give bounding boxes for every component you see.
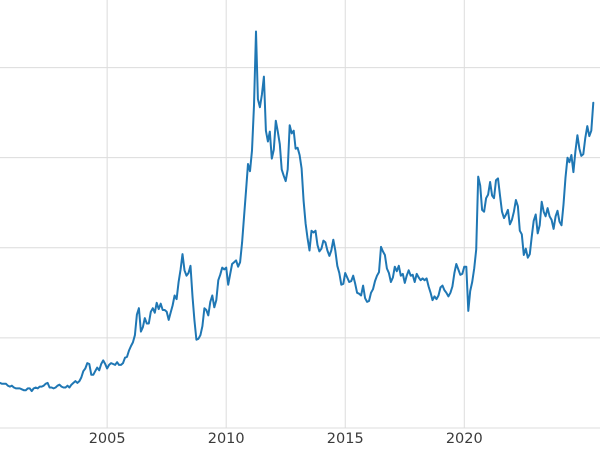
- x-tick-label: 2015: [327, 431, 364, 447]
- x-tick-label: 2005: [89, 431, 126, 447]
- x-tick-label: 2020: [446, 431, 483, 447]
- price-line: [0, 30, 595, 393]
- x-tick-label: 2010: [208, 431, 245, 447]
